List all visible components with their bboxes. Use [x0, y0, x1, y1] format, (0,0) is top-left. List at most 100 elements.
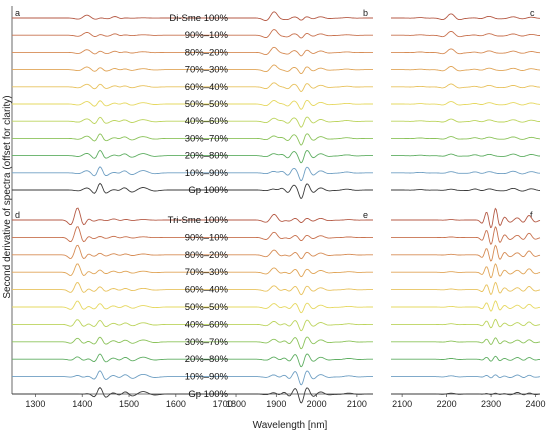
series-line-c-1 — [391, 30, 540, 38]
panel-c: c — [391, 8, 541, 192]
panel-d: d Tri-Sme 100% 90%–10% 80%–20% 70%–30% 60%–40… — [12, 207, 232, 400]
legend-label-a-2: 80%–20% — [185, 47, 229, 58]
x-tick-label-f-0: 2100 — [392, 399, 412, 409]
series-line-b-0 — [232, 11, 373, 21]
panel-letter-c: c — [530, 8, 535, 18]
x-tick-label-d-1: 1400 — [72, 399, 92, 409]
legend-label-d-6: 40%–60% — [185, 319, 229, 330]
series-line-c-6 — [391, 118, 541, 123]
series-line-d-0 — [12, 207, 232, 226]
x-tick-label-d-2: 1500 — [119, 399, 139, 409]
series-line-b-8 — [232, 150, 373, 164]
series-line-b-1 — [232, 29, 373, 39]
series-line-d-3 — [12, 263, 232, 277]
x-tick-label-f-1: 2200 — [437, 399, 457, 409]
series-line-e-9 — [232, 370, 373, 386]
series-line-c-4 — [391, 83, 541, 89]
legend-label-a-10: Gp 100% — [188, 185, 228, 196]
panel-a: a Di-Sme 100% 90%–10% 80%–20% 70%–30% 60%–40%… — [12, 8, 232, 196]
series-line-f-0 — [391, 207, 541, 229]
series-line-b-9 — [232, 166, 373, 181]
legend-label-d-9: 10%–90% — [185, 372, 229, 383]
series-line-a-6 — [12, 116, 232, 125]
series-line-c-2 — [391, 48, 540, 55]
series-line-a-5 — [12, 100, 232, 107]
legend-label-a-9: 10%–90% — [185, 168, 229, 179]
series-line-e-4 — [232, 285, 373, 296]
series-line-d-5 — [12, 300, 232, 310]
series-line-f-6 — [391, 318, 541, 329]
series-line-d-1 — [12, 226, 232, 243]
series-line-d-6 — [12, 319, 232, 327]
series-line-e-1 — [232, 231, 373, 241]
series-line-c-7 — [391, 136, 540, 140]
x-tick-label-e-1: 1900 — [266, 399, 286, 409]
series-line-a-8 — [12, 149, 232, 159]
series-line-f-10 — [391, 391, 541, 396]
series-line-b-3 — [232, 64, 373, 75]
legend-label-d-8: 20%–80% — [185, 354, 229, 365]
panel-letter-b: b — [363, 8, 368, 18]
panel-f: f — [391, 207, 541, 396]
series-line-a-3 — [12, 66, 232, 72]
series-line-e-5 — [232, 302, 373, 314]
legend-label-d-3: 70%–30% — [185, 267, 229, 278]
series-line-e-6 — [232, 319, 373, 332]
legend-label-d-10: Gp 100% — [188, 389, 228, 400]
panel-b: b — [232, 8, 373, 199]
x-axis-label: Wavelength [nm] — [253, 420, 328, 431]
legend-label-a-4: 60%–40% — [185, 82, 229, 93]
legend-label-a-1: 90%–10% — [185, 30, 229, 41]
series-line-f-2 — [391, 244, 541, 262]
series-line-b-5 — [232, 99, 373, 110]
x-tick-label-d-4: 1700 — [213, 399, 233, 409]
y-axis-label: Second derivative of spectra (offset for… — [2, 95, 13, 298]
legend-label-a-8: 20%–80% — [185, 151, 229, 162]
legend-label-a-6: 40%–60% — [185, 116, 229, 127]
series-line-a-4 — [12, 83, 232, 90]
panel-letter-a: a — [15, 8, 20, 18]
series-line-d-9 — [12, 370, 232, 380]
x-tick-label-d-3: 1600 — [166, 399, 186, 409]
series-line-c-0 — [391, 13, 540, 21]
panel-letter-e: e — [363, 210, 368, 220]
legend-label-d-2: 80%–20% — [185, 250, 229, 261]
series-line-e-10 — [232, 387, 373, 404]
series-line-a-0 — [12, 14, 232, 20]
legend-label-d-1: 90%–10% — [185, 232, 229, 243]
series-line-d-10 — [12, 386, 232, 398]
series-line-f-1 — [391, 226, 541, 245]
x-tick-label-e-3: 2100 — [347, 399, 367, 409]
series-line-c-5 — [391, 101, 541, 106]
series-line-f-9 — [391, 374, 541, 379]
x-tick-label-f-2: 2300 — [481, 399, 501, 409]
series-line-c-9 — [391, 170, 540, 175]
series-line-e-3 — [232, 267, 373, 278]
series-line-e-0 — [232, 213, 373, 223]
series-line-e-8 — [232, 353, 373, 368]
legend-label-d-7: 30%–70% — [185, 337, 229, 348]
series-line-a-9 — [12, 166, 232, 177]
series-line-c-8 — [391, 153, 540, 158]
series-line-c-10 — [391, 187, 541, 192]
x-tick-label-f-3: 2400 — [526, 399, 546, 409]
series-line-e-7 — [232, 336, 373, 350]
x-tick-label-e-0: 1800 — [226, 399, 246, 409]
legend-label-a-5: 50%–50% — [185, 99, 229, 110]
legend-label-a-3: 70%–30% — [185, 65, 229, 76]
series-line-b-7 — [232, 133, 373, 146]
series-line-f-5 — [391, 300, 541, 312]
series-line-b-10 — [232, 183, 373, 199]
legend-label-d-4: 60%–40% — [185, 285, 229, 296]
series-line-a-10 — [12, 182, 232, 194]
series-line-b-4 — [232, 82, 373, 92]
panel-letter-d: d — [15, 210, 20, 220]
series-line-d-7 — [12, 336, 232, 345]
panel-letter-f: f — [530, 210, 533, 220]
series-line-d-2 — [12, 244, 232, 260]
x-tick-label-d-0: 1300 — [25, 399, 45, 409]
x-tick-label-e-2: 2000 — [307, 399, 327, 409]
series-line-f-7 — [391, 337, 541, 345]
